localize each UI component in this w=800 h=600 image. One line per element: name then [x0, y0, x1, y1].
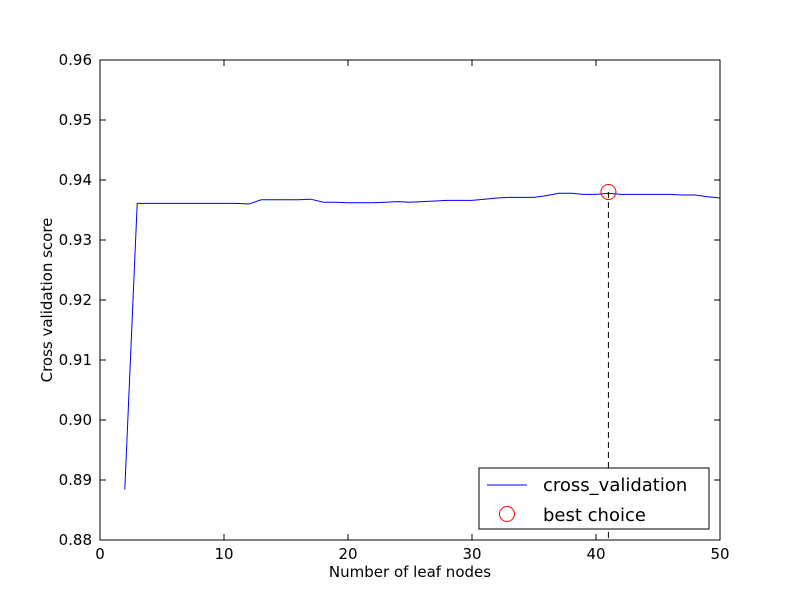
legend-label-cross-validation: cross_validation [543, 475, 687, 496]
x-tick-label: 10 [214, 545, 233, 563]
legend: cross_validation best choice [478, 467, 710, 530]
y-tick-label: 0.96 [59, 51, 92, 69]
x-axis-label: Number of leaf nodes [329, 563, 491, 581]
legend-box [478, 467, 710, 530]
y-tick-label: 0.88 [59, 531, 92, 549]
x-tick-label: 30 [462, 545, 481, 563]
x-tick-label: 40 [586, 545, 605, 563]
legend-marker-swatch [499, 506, 515, 522]
y-tick-label: 0.93 [59, 231, 92, 249]
y-tick-label: 0.92 [59, 291, 92, 309]
y-axis-label: Cross validation score [38, 218, 56, 383]
y-tick-label: 0.90 [59, 411, 92, 429]
y-tick-label: 0.91 [59, 351, 92, 369]
y-tick-label: 0.89 [59, 471, 92, 489]
x-tick-label: 0 [95, 545, 105, 563]
series-line-cross-validation [124, 192, 721, 490]
ticks-layer: 0 10 20 30 40 50 0.88 0.89 0.90 0.91 0.92 0.93 0.94 0… [59, 51, 730, 563]
x-tick-label: 50 [710, 545, 729, 563]
plot-area [100, 60, 720, 540]
legend-label-best-choice: best choice [543, 505, 646, 526]
x-tick-label: 20 [338, 545, 357, 563]
y-tick-label: 0.95 [59, 111, 92, 129]
best-choice-marker [600, 184, 617, 200]
y-tick-label: 0.94 [59, 171, 92, 189]
